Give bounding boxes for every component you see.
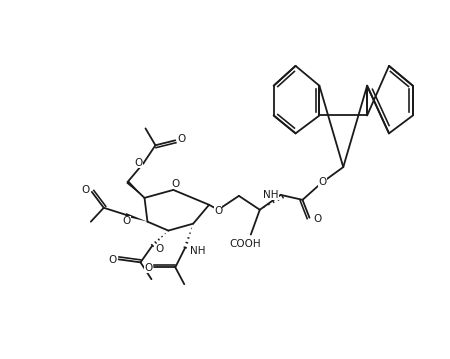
- Text: O: O: [82, 185, 90, 195]
- Text: O: O: [122, 216, 131, 226]
- Text: COOH: COOH: [229, 238, 261, 248]
- Text: O: O: [318, 177, 327, 187]
- Polygon shape: [125, 213, 148, 222]
- Text: O: O: [144, 263, 153, 273]
- Text: NH: NH: [263, 190, 279, 200]
- Text: O: O: [135, 158, 143, 168]
- Text: O: O: [313, 214, 322, 224]
- Text: O: O: [108, 255, 117, 265]
- Text: O: O: [177, 134, 185, 144]
- Polygon shape: [126, 181, 144, 198]
- Text: NH: NH: [190, 246, 206, 256]
- Text: O: O: [171, 179, 180, 189]
- Text: O: O: [155, 244, 163, 255]
- Text: O: O: [214, 206, 222, 216]
